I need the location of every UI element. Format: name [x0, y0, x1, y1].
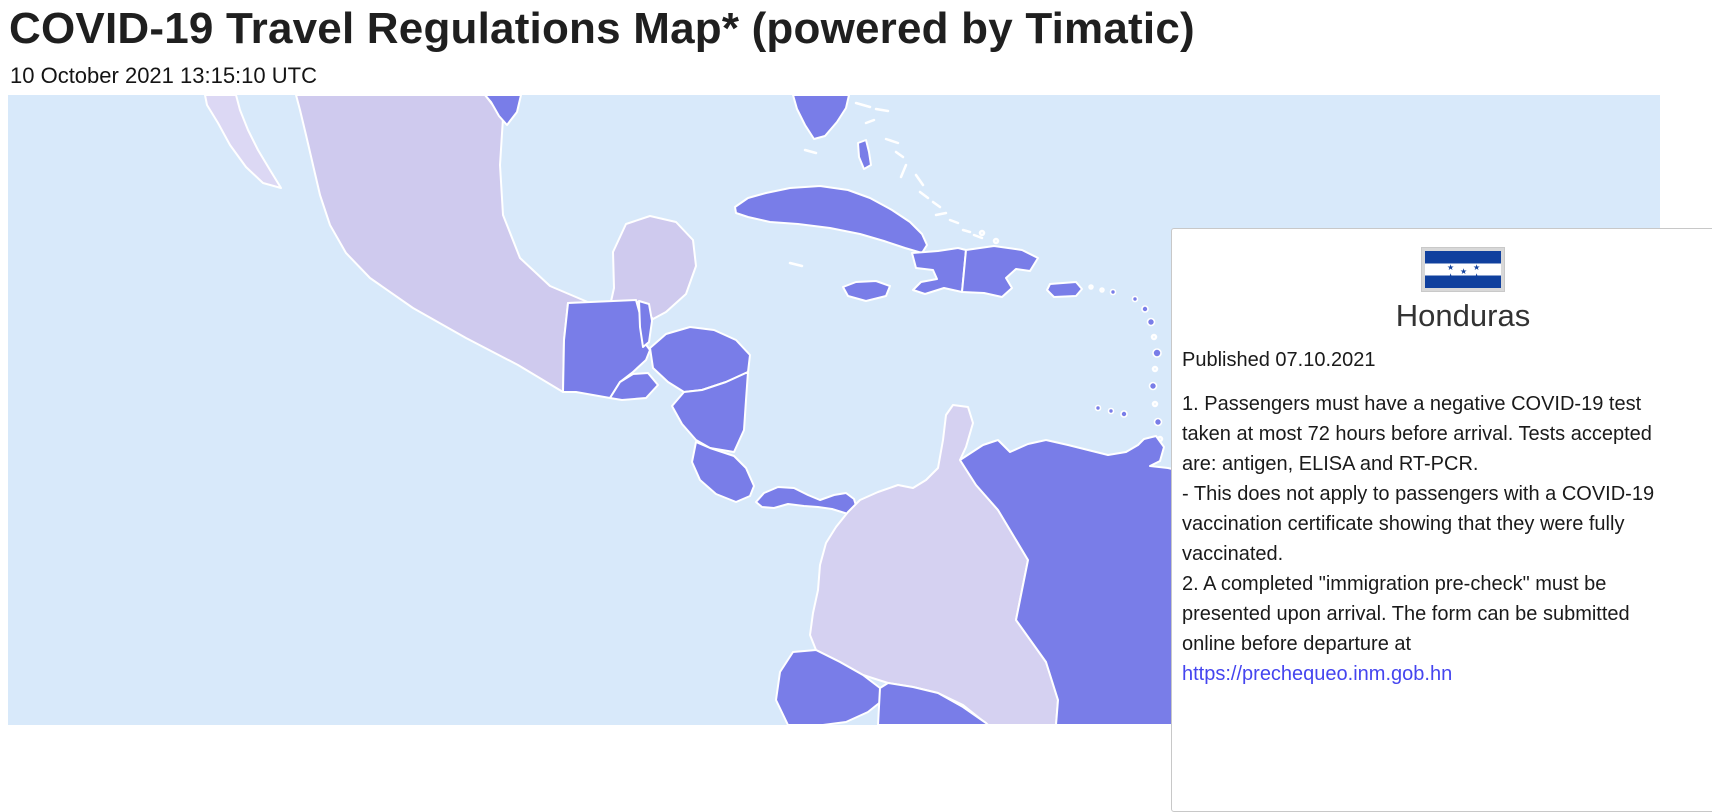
country-el-salvador[interactable] — [609, 372, 659, 401]
regulation-line: vaccinated. — [1182, 543, 1284, 565]
honduras-flag-icon: ★ ★ ★ ★ ★ — [1422, 248, 1504, 291]
country-mexico[interactable] — [295, 95, 697, 393]
regulation-line: online before departure at — [1182, 633, 1412, 655]
country-jamaica[interactable] — [842, 280, 891, 302]
regulation-line: 1. Passengers must have a negative COVID… — [1182, 393, 1642, 415]
region-baja-california[interactable] — [204, 95, 282, 189]
country-puerto-rico[interactable] — [1046, 281, 1083, 298]
map-timestamp: 10 October 2021 13:15:10 UTC — [10, 63, 317, 88]
tooltip-country-name: Honduras — [1395, 298, 1531, 333]
tooltip-regulations: 1. Passengers must have a negative COVID… — [1182, 389, 1712, 689]
tooltip-published-date: Published 07.10.2021 — [1182, 349, 1376, 371]
country-cuba[interactable] — [734, 185, 928, 254]
florida-keys — [803, 148, 818, 155]
country-costa-rica[interactable] — [691, 441, 755, 503]
country-ecuador[interactable] — [775, 649, 884, 725]
prechequeo-link[interactable]: https://prechequeo.inm.gob.hn — [1182, 663, 1453, 685]
regulation-line: taken at most 72 hours before arrival. T… — [1182, 423, 1652, 445]
country-tooltip: ★ ★ ★ ★ ★ Honduras Published 07.10.2021 … — [1171, 228, 1712, 812]
regulation-line: are: antigen, ELISA and RT-PCR. — [1182, 453, 1479, 475]
regulation-line: vaccination certificate showing that the… — [1182, 513, 1625, 535]
regulation-line: 2. A completed "immigration pre-check" m… — [1182, 573, 1607, 595]
country-haiti[interactable] — [911, 247, 967, 295]
country-bahamas[interactable] — [854, 101, 984, 240]
country-nicaragua[interactable] — [671, 371, 749, 453]
regulation-line: presented upon arrival. The form can be … — [1182, 603, 1630, 625]
country-dominican-republic[interactable] — [961, 245, 1039, 298]
regulation-line: - This does not apply to passengers with… — [1182, 483, 1655, 505]
cayman-islands — [788, 261, 804, 268]
country-usa-florida[interactable] — [792, 95, 850, 140]
country-peru[interactable] — [877, 682, 989, 725]
country-usa-texas[interactable] — [484, 95, 522, 126]
page-title: COVID-19 Travel Regulations Map* (powere… — [9, 4, 1195, 53]
country-belize[interactable] — [638, 300, 653, 348]
